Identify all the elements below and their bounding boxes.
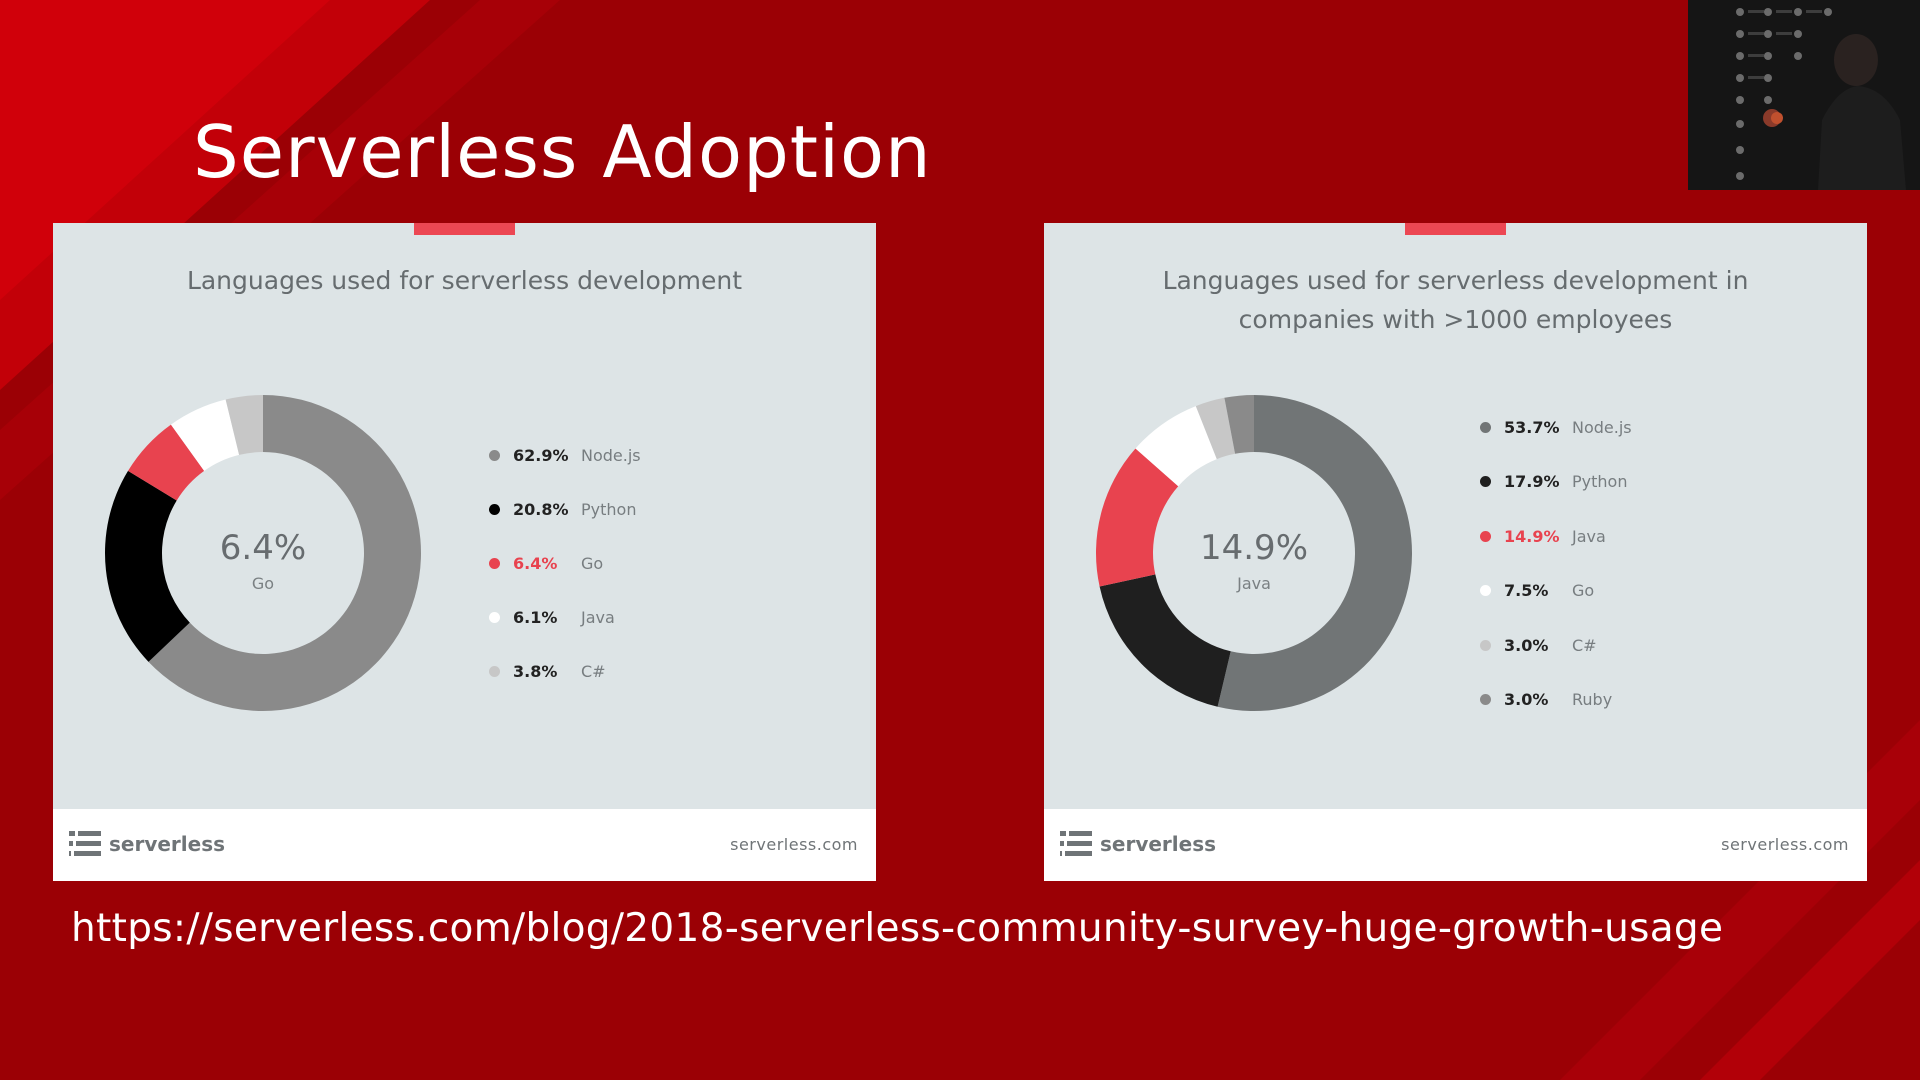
- legend-marker: [1480, 421, 1491, 433]
- legend-label: C#: [581, 661, 606, 681]
- legend-marker: [1480, 639, 1491, 651]
- legend-marker: [1480, 694, 1491, 705]
- legend-value: 6.1%: [513, 607, 558, 627]
- presenter-video-image: [1688, 0, 1920, 190]
- donut-slice-go: [128, 424, 205, 501]
- donut-chart: 6.4% Go: [105, 395, 421, 711]
- legend-marker: [1480, 585, 1491, 596]
- legend-label: Python: [1572, 472, 1628, 491]
- legend-value: 14.9%: [1504, 526, 1560, 546]
- serverless-logo-icon: [1060, 831, 1092, 856]
- legend-label: Go: [1572, 581, 1595, 600]
- chart-title: Languages used for serverless developmen…: [186, 266, 743, 295]
- legend-item-node-js: 62.9% Node.js: [489, 443, 641, 467]
- legend-item-c: 3.0% C#: [1480, 633, 1597, 657]
- survey-card-enterprise: Languages used for serverless developmen…: [1044, 223, 1867, 881]
- legend-value: 6.4%: [513, 553, 558, 573]
- legend-item-c: 3.8% C#: [489, 659, 606, 683]
- legend-value: 3.8%: [513, 661, 558, 681]
- donut-slice-ruby: [1224, 395, 1254, 454]
- slide-title: Serverless Adoption: [193, 110, 932, 194]
- footer-site: serverless.com: [1721, 835, 1849, 854]
- legend-label: Node.js: [581, 445, 641, 465]
- legend-item-go: 7.5% Go: [1480, 579, 1594, 603]
- presenter-video: [1688, 0, 1920, 190]
- donut-slice-c: [225, 395, 263, 455]
- legend-item-python: 20.8% Python: [489, 497, 636, 521]
- donut-center-label: Java: [1236, 574, 1271, 593]
- legend-label: Go: [581, 553, 604, 573]
- legend-marker: [489, 449, 500, 461]
- legend-value: 62.9%: [513, 445, 569, 465]
- serverless-logo-icon: [69, 831, 101, 856]
- donut-slice-python: [105, 470, 190, 662]
- donut-slice-java: [170, 399, 240, 471]
- legend-value: 53.7%: [1504, 417, 1560, 437]
- legend-marker: [489, 557, 500, 569]
- legend-label: Python: [581, 499, 637, 519]
- legend-marker: [1480, 530, 1491, 542]
- source-link[interactable]: https://serverless.com/blog/2018-serverl…: [71, 906, 1724, 951]
- donut-center-value: 14.9%: [1200, 528, 1308, 568]
- card-footer: serverless serverless.com: [1044, 809, 1867, 881]
- legend-marker: [1480, 476, 1491, 487]
- legend-value: 3.0%: [1504, 690, 1549, 709]
- donut-slice-python: [1099, 574, 1231, 707]
- survey-card-all: Languages used for serverless developmen…: [53, 223, 876, 881]
- legend-value: 20.8%: [513, 499, 569, 519]
- donut-slice-go: [1135, 406, 1217, 487]
- legend-value: 3.0%: [1504, 635, 1549, 655]
- card-footer: serverless serverless.com: [53, 809, 876, 881]
- footer-brand: serverless: [1100, 832, 1217, 856]
- donut-slice-node-js: [1217, 395, 1412, 711]
- legend-value: 7.5%: [1504, 581, 1549, 600]
- legend-item-node-js: 53.7% Node.js: [1480, 415, 1632, 439]
- serverless-logo: serverless: [69, 831, 225, 857]
- legend-label: Java: [1572, 526, 1606, 546]
- legend-label: Java: [581, 607, 615, 627]
- serverless-logo: serverless: [1060, 831, 1216, 857]
- donut-slice-java: [1096, 448, 1179, 587]
- legend-label: Ruby: [1572, 690, 1613, 709]
- donut-slice-c: [1195, 397, 1236, 460]
- card-accent-bar: [1405, 223, 1506, 235]
- legend-item-python: 17.9% Python: [1480, 470, 1627, 494]
- chart-title: Languages used for serverless developmen…: [1162, 266, 1749, 334]
- legend-item-java: 14.9% Java: [1480, 524, 1606, 548]
- legend-marker: [489, 665, 500, 677]
- footer-brand: serverless: [109, 832, 226, 856]
- legend-marker: [489, 611, 500, 623]
- donut-center-label: Go: [252, 574, 274, 593]
- donut-center-value: 6.4%: [220, 528, 306, 568]
- legend-label: Node.js: [1572, 417, 1632, 437]
- legend-label: C#: [1572, 635, 1597, 655]
- legend-marker: [489, 503, 500, 515]
- legend-item-java: 6.1% Java: [489, 605, 615, 629]
- card-accent-bar: [414, 223, 515, 235]
- footer-site: serverless.com: [730, 835, 858, 854]
- legend-item-go: 6.4% Go: [489, 551, 603, 575]
- donut-slice-node-js: [148, 395, 421, 711]
- legend-item-ruby: 3.0% Ruby: [1480, 688, 1612, 712]
- donut-chart: 14.9% Java: [1096, 395, 1412, 711]
- legend-value: 17.9%: [1504, 472, 1560, 491]
